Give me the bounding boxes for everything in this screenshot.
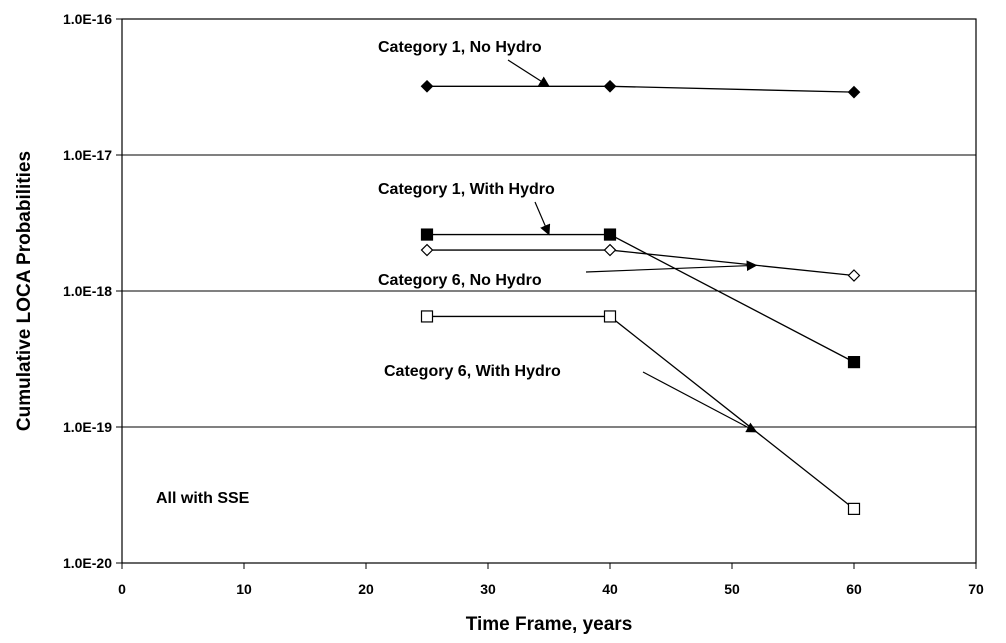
data-point xyxy=(847,502,861,515)
x-tick-label: 10 xyxy=(236,581,252,597)
annotations: Category 1, No Hydro Category 1, With Hyd… xyxy=(156,39,758,507)
annotation-arrow xyxy=(642,371,758,433)
x-tick-label: 70 xyxy=(968,581,984,597)
data-point xyxy=(847,356,861,369)
series-4 xyxy=(420,310,861,515)
series-line xyxy=(427,315,855,510)
annotation-arrow xyxy=(585,260,758,273)
data-point xyxy=(603,243,617,257)
annotation-arrow xyxy=(507,59,550,87)
y-axis-title: Cumulative LOCA Probabilities xyxy=(14,151,35,431)
annotation-arrow xyxy=(534,201,551,236)
y-tick-label: 1.0E-18 xyxy=(63,283,112,299)
y-tick-label: 1.0E-16 xyxy=(63,11,112,27)
x-tick-label: 20 xyxy=(358,581,374,597)
annotation-label: Category 6, No Hydro xyxy=(378,272,542,289)
series-2 xyxy=(420,228,861,369)
series-lines xyxy=(420,79,861,515)
series-3 xyxy=(420,243,861,282)
y-tick-label: 1.0E-19 xyxy=(63,419,112,435)
y-tick-label: 1.0E-17 xyxy=(63,147,112,163)
series-1 xyxy=(420,79,861,99)
data-point xyxy=(420,310,434,323)
x-tick-label: 40 xyxy=(602,581,618,597)
data-point xyxy=(603,79,617,93)
y-tick-labels: 1.0E-16 1.0E-17 1.0E-18 1.0E-19 1.0E-20 xyxy=(63,11,122,571)
x-axis-title: Time Frame, years xyxy=(466,614,633,635)
gridlines xyxy=(122,154,976,428)
data-point xyxy=(420,228,434,241)
annotation-label: Category 1, With Hydro xyxy=(378,181,555,198)
data-point xyxy=(420,243,434,257)
y-tick-label: 1.0E-20 xyxy=(63,555,112,571)
data-point xyxy=(847,269,861,282)
annotation-label: Category 1, No Hydro xyxy=(378,39,542,56)
x-tick-labels: 0 10 20 30 40 50 60 70 xyxy=(118,563,984,597)
series-line xyxy=(427,85,855,93)
data-point xyxy=(603,310,617,323)
annotation-label: Category 6, With Hydro xyxy=(384,363,561,380)
annotation-label: All with SSE xyxy=(156,490,250,507)
x-tick-label: 30 xyxy=(480,581,496,597)
x-tick-label: 0 xyxy=(118,581,126,597)
data-point xyxy=(420,79,434,93)
data-point xyxy=(847,85,861,99)
x-tick-label: 60 xyxy=(846,581,862,597)
data-point xyxy=(603,228,617,241)
x-tick-label: 50 xyxy=(724,581,740,597)
